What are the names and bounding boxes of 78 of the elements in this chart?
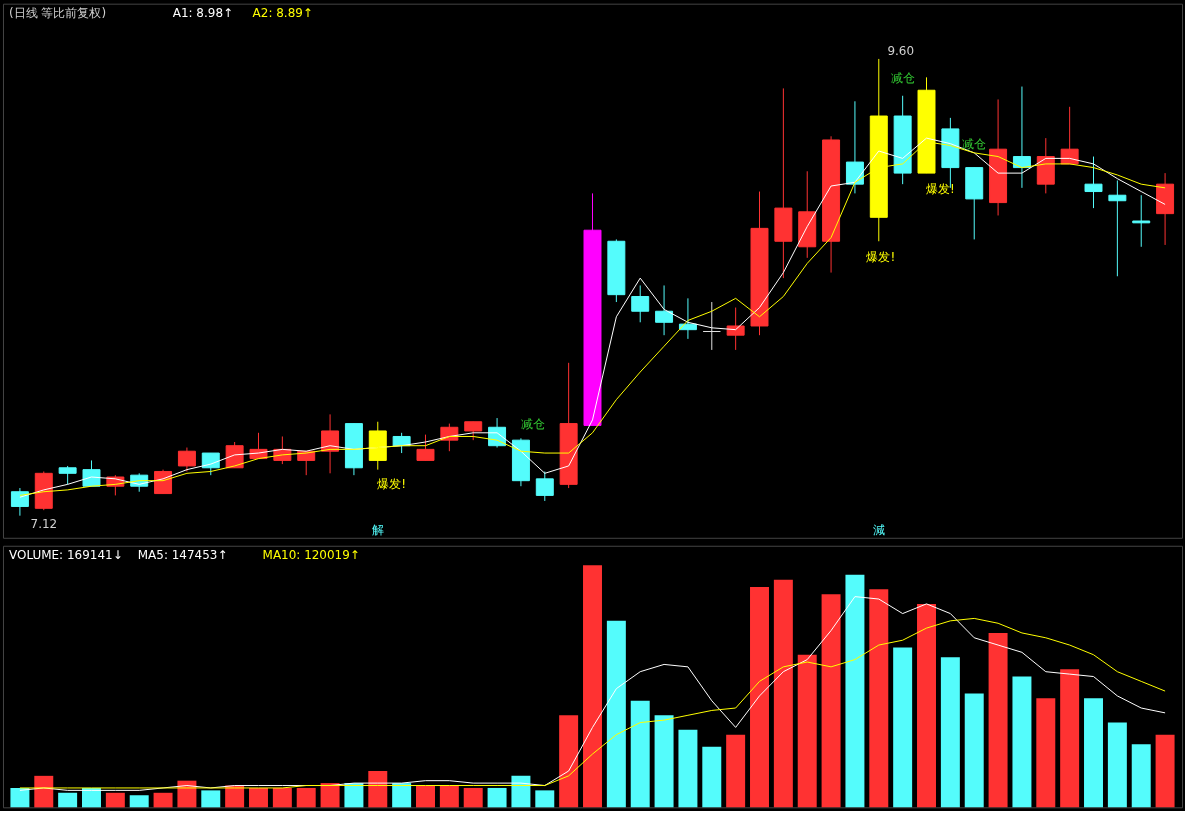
bar xyxy=(463,787,483,808)
annotation: A2: 8.89↑ xyxy=(252,5,313,20)
text: MA5: 147453↑ xyxy=(137,547,228,562)
bar xyxy=(511,775,531,808)
bar xyxy=(845,574,865,808)
bar xyxy=(940,657,960,808)
candlestick xyxy=(416,434,435,461)
text: MA10: 120019↑ xyxy=(262,547,360,562)
bar xyxy=(750,586,769,808)
candlestick xyxy=(177,447,196,472)
candlestick xyxy=(535,470,554,502)
bar xyxy=(1060,669,1080,808)
candlestick xyxy=(58,465,77,485)
annotation: 爆发! xyxy=(377,476,407,491)
bar xyxy=(821,594,841,808)
annotation: (日线 等比前复权) xyxy=(8,5,107,20)
bar xyxy=(272,787,292,808)
candlestick xyxy=(631,284,650,323)
bar xyxy=(917,603,936,808)
bar xyxy=(1036,698,1056,808)
bar xyxy=(34,775,54,808)
annotation: 减仓 xyxy=(962,136,987,151)
bar xyxy=(58,792,78,808)
candlestick xyxy=(702,301,721,351)
text: VOLUME: 169141↓ xyxy=(8,547,123,562)
bar xyxy=(726,734,746,808)
bar xyxy=(439,785,459,808)
candlestick xyxy=(845,100,864,194)
bar xyxy=(296,787,316,808)
bar xyxy=(606,620,626,808)
bar xyxy=(964,693,984,808)
annotation: 9.60 xyxy=(887,43,915,58)
bar xyxy=(654,715,674,808)
bar xyxy=(416,785,435,808)
candlestick xyxy=(464,421,483,441)
bar xyxy=(1131,744,1151,808)
bar xyxy=(344,783,364,808)
annotation: A1: 8.98↑ xyxy=(172,5,234,20)
candlestick xyxy=(655,284,674,336)
bar xyxy=(773,579,793,808)
bar xyxy=(535,790,555,808)
candlestick xyxy=(1084,156,1103,209)
annotation: 解 xyxy=(371,522,384,537)
candlestick xyxy=(678,297,697,340)
bar xyxy=(1107,722,1127,808)
candlestick xyxy=(321,413,340,474)
bar xyxy=(487,787,507,808)
bar xyxy=(249,787,268,808)
candlestick xyxy=(10,487,29,517)
bar xyxy=(678,729,698,808)
bar xyxy=(1012,676,1032,808)
annotation: 減 xyxy=(872,522,885,537)
annotation: 爆发! xyxy=(866,250,896,265)
candlestick xyxy=(726,307,745,351)
bar xyxy=(893,647,913,808)
candlestick xyxy=(1132,194,1151,248)
bar xyxy=(702,746,722,808)
bar xyxy=(988,632,1008,808)
bar xyxy=(10,787,30,808)
bar xyxy=(797,654,817,808)
bar xyxy=(320,783,340,808)
bar xyxy=(1155,734,1175,808)
annotation: 减仓 xyxy=(520,417,545,432)
bar xyxy=(1084,698,1103,808)
bar xyxy=(368,770,388,808)
annotation: 减仓 xyxy=(890,70,915,85)
annotation: 爆发! xyxy=(926,182,955,197)
candlestick xyxy=(1108,179,1127,277)
bar xyxy=(105,792,125,808)
bar xyxy=(630,700,650,808)
bar xyxy=(392,783,412,808)
bar xyxy=(129,795,149,808)
bar xyxy=(153,792,173,808)
bar xyxy=(869,589,889,808)
bar xyxy=(583,565,602,808)
bar xyxy=(559,715,579,808)
bar xyxy=(201,790,221,808)
annotation: 7.12 xyxy=(30,516,58,531)
